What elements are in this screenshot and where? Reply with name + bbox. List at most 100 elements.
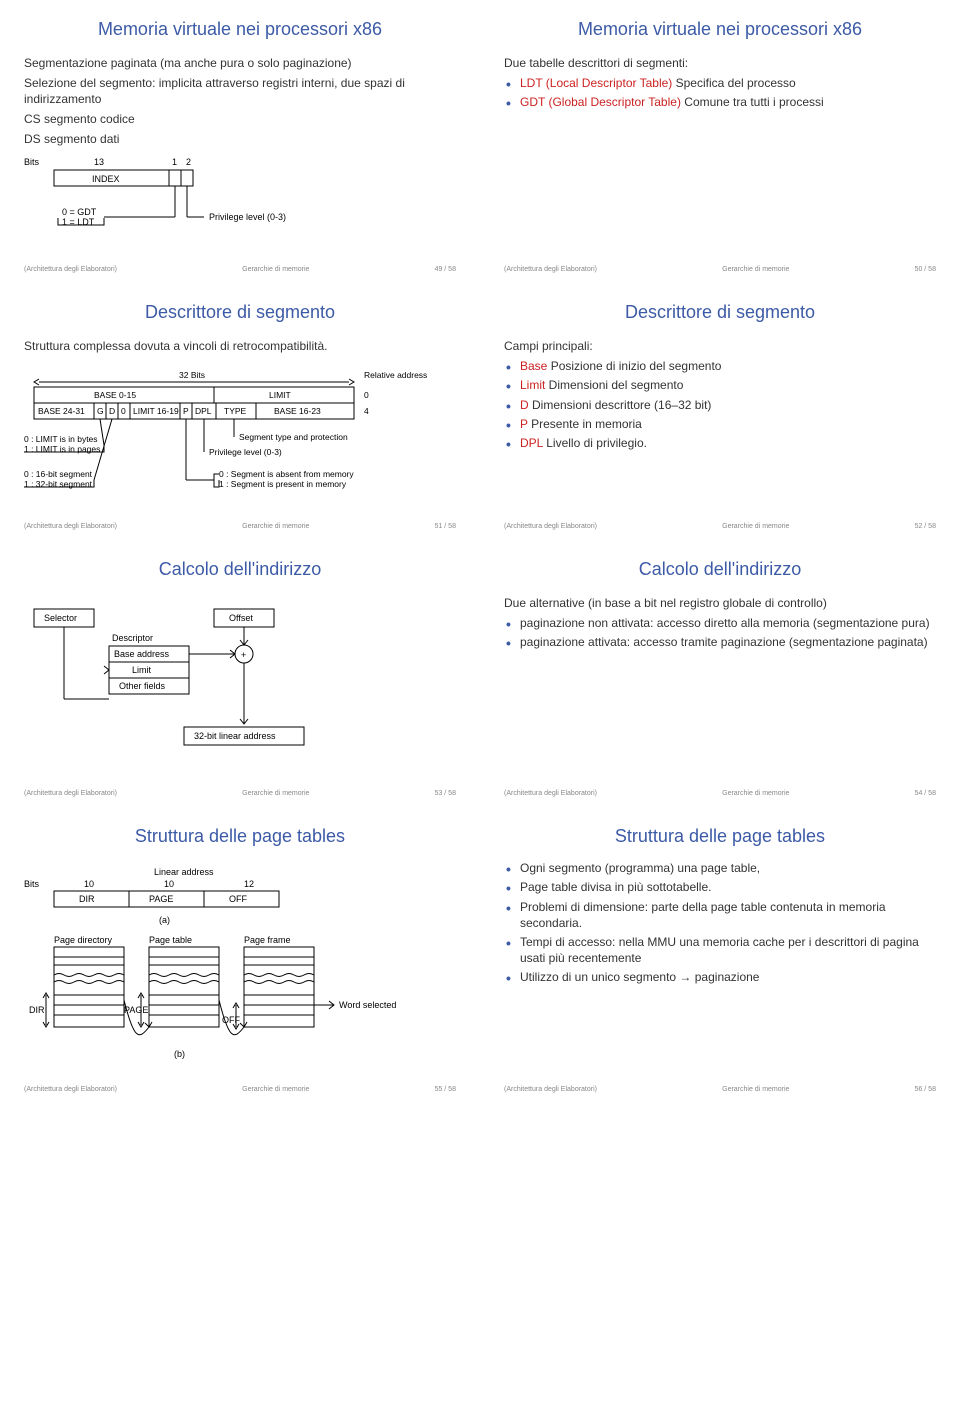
svg-text:LIMIT 16-19: LIMIT 16-19 (133, 406, 179, 416)
footer-right: 55 / 58 (435, 1086, 456, 1093)
slide-49: Memoria virtuale nei processori x86 Segm… (0, 0, 480, 283)
text: DS segmento dati (24, 131, 456, 147)
svg-text:+: + (241, 650, 246, 660)
slide-body: Due alternative (in base a bit nel regis… (504, 591, 936, 780)
slide-title: Struttura delle page tables (504, 825, 936, 848)
svg-text:Limit: Limit (132, 665, 152, 675)
text: Due tabelle descrittori di segmenti: (504, 55, 936, 71)
selector-bits-diagram: Bits 13 1 2 INDEX 0 = GDT 1 = LDT Privil… (24, 155, 456, 248)
list-item: GDT (Global Descriptor Table) Comune tra… (520, 94, 936, 110)
page: Memoria virtuale nei processori x86 Segm… (0, 0, 960, 1103)
svg-text:Word selected: Word selected (339, 1000, 396, 1010)
bullet-list: paginazione non attivata: accesso dirett… (504, 615, 936, 650)
slide-footer: (Architettura degli Elaboratori) Gerarch… (504, 790, 936, 797)
footer-left: (Architettura degli Elaboratori) (24, 1086, 117, 1093)
svg-text:LIMIT: LIMIT (269, 390, 291, 400)
list-item: LDT (Local Descriptor Table) Specifica d… (520, 75, 936, 91)
text: CS segmento codice (24, 111, 456, 127)
footer-right: 53 / 58 (435, 790, 456, 797)
slide-body: Selector Offset Descriptor Base address … (24, 591, 456, 780)
svg-text:Relative address: Relative address (364, 370, 427, 380)
footer-center: Gerarchie di memorie (242, 523, 309, 530)
list-item: Page table divisa in più sottotabelle. (520, 879, 936, 895)
slide-53: Calcolo dell'indirizzo Selector Offset D… (0, 540, 480, 807)
slide-title: Memoria virtuale nei processori x86 (24, 18, 456, 41)
svg-text:PAGE: PAGE (149, 894, 173, 904)
footer-left: (Architettura degli Elaboratori) (504, 266, 597, 273)
svg-text:12: 12 (244, 879, 254, 889)
svg-text:Page table: Page table (149, 935, 192, 945)
footer-left: (Architettura degli Elaboratori) (24, 266, 117, 273)
svg-text:0: 0 (364, 390, 369, 400)
svg-text:1 : Segment is present in memo: 1 : Segment is present in memory (219, 479, 347, 489)
list-item: Limit Dimensioni del segmento (520, 377, 936, 393)
slide-body: Linear address Bits 10 10 12 DIR PAGE OF… (24, 857, 456, 1076)
text: Campi principali: (504, 338, 936, 354)
svg-text:BASE 24-31: BASE 24-31 (38, 406, 85, 416)
slide-body: Ogni segmento (programma) una page table… (504, 857, 936, 1076)
slide-body: Segmentazione paginata (ma anche pura o … (24, 51, 456, 257)
list-item: paginazione attivata: accesso tramite pa… (520, 634, 936, 650)
svg-text:0: 0 (121, 406, 126, 416)
slide-51: Descrittore di segmento Struttura comple… (0, 283, 480, 540)
svg-text:Selector: Selector (44, 613, 77, 623)
slide-54: Calcolo dell'indirizzo Due alternative (… (480, 540, 960, 807)
text: Segmentazione paginata (ma anche pura o … (24, 55, 456, 71)
svg-text:Offset: Offset (229, 613, 253, 623)
svg-text:32 Bits: 32 Bits (179, 370, 205, 380)
footer-right: 51 / 58 (435, 523, 456, 530)
bullet-list: LDT (Local Descriptor Table) Specifica d… (504, 75, 936, 110)
footer-center: Gerarchie di memorie (242, 790, 309, 797)
svg-text:(a): (a) (159, 915, 170, 925)
footer-center: Gerarchie di memorie (242, 1086, 309, 1093)
slide-56: Struttura delle page tables Ogni segment… (480, 807, 960, 1104)
slide-title: Descrittore di segmento (24, 301, 456, 324)
svg-text:BASE 16-23: BASE 16-23 (274, 406, 321, 416)
text: Struttura complessa dovuta a vincoli di … (24, 338, 456, 354)
slide-body: Campi principali: Base Posizione di iniz… (504, 334, 936, 513)
svg-text:0 = GDT: 0 = GDT (62, 207, 97, 217)
footer-right: 52 / 58 (915, 523, 936, 530)
svg-text:DIR: DIR (79, 894, 95, 904)
list-item: Problemi di dimensione: parte della page… (520, 899, 936, 931)
text: Selezione del segmento: implicita attrav… (24, 75, 456, 107)
svg-text:13: 13 (94, 157, 104, 167)
list-item: P Presente in memoria (520, 416, 936, 432)
slide-footer: (Architettura degli Elaboratori) Gerarch… (504, 523, 936, 530)
bullet-list: Base Posizione di inizio del segmento Li… (504, 358, 936, 451)
slide-52: Descrittore di segmento Campi principali… (480, 283, 960, 540)
svg-text:Segment type and protection: Segment type and protection (239, 432, 348, 442)
svg-text:INDEX: INDEX (92, 174, 120, 184)
slide-55: Struttura delle page tables Linear addre… (0, 807, 480, 1104)
footer-center: Gerarchie di memorie (242, 266, 309, 273)
slide-title: Calcolo dell'indirizzo (24, 558, 456, 581)
list-item: Base Posizione di inizio del segmento (520, 358, 936, 374)
footer-left: (Architettura degli Elaboratori) (504, 1086, 597, 1093)
footer-right: 49 / 58 (435, 266, 456, 273)
footer-right: 54 / 58 (915, 790, 936, 797)
slide-footer: (Architettura degli Elaboratori) Gerarch… (24, 1086, 456, 1093)
svg-text:P: P (183, 406, 189, 416)
footer-center: Gerarchie di memorie (722, 1086, 789, 1093)
svg-text:32-bit linear address: 32-bit linear address (194, 731, 276, 741)
svg-text:4: 4 (364, 406, 369, 416)
svg-text:Privilege level (0-3): Privilege level (0-3) (209, 447, 282, 457)
text: Due alternative (in base a bit nel regis… (504, 595, 936, 611)
slide-body: Struttura complessa dovuta a vincoli di … (24, 334, 456, 513)
svg-text:Privilege level (0-3): Privilege level (0-3) (209, 212, 286, 222)
svg-text:Linear address: Linear address (154, 867, 214, 877)
slide-title: Calcolo dell'indirizzo (504, 558, 936, 581)
footer-center: Gerarchie di memorie (722, 523, 789, 530)
svg-text:0 : 16-bit segment: 0 : 16-bit segment (24, 469, 93, 479)
svg-text:G: G (97, 406, 104, 416)
slide-footer: (Architettura degli Elaboratori) Gerarch… (504, 1086, 936, 1093)
svg-text:TYPE: TYPE (224, 406, 247, 416)
page-table-diagram: Linear address Bits 10 10 12 DIR PAGE OF… (24, 865, 456, 1068)
svg-text:Descriptor: Descriptor (112, 633, 153, 643)
footer-left: (Architettura degli Elaboratori) (24, 523, 117, 530)
svg-text:DIR: DIR (29, 1005, 45, 1015)
list-item: Tempi di accesso: nella MMU una memoria … (520, 934, 936, 966)
slide-footer: (Architettura degli Elaboratori) Gerarch… (24, 523, 456, 530)
svg-text:Base address: Base address (114, 649, 170, 659)
descriptor-layout-diagram: 32 Bits Relative address BASE 0-15 LIMIT… (24, 362, 456, 505)
